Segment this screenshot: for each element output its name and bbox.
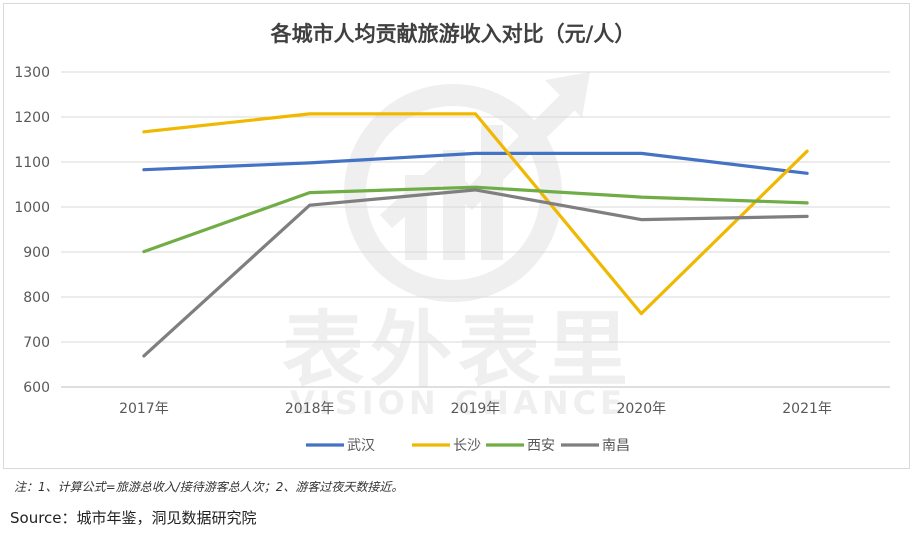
- legend: 武汉 长沙 西安 南昌: [306, 438, 630, 454]
- chart-title: 各城市人均贡献旅游收入对比（元/人）: [270, 22, 636, 46]
- x-tick-label: 2018年: [285, 401, 335, 417]
- y-axis-ticks: 600 700 800 900 1000 1100 1200 1300: [14, 65, 50, 396]
- legend-label: 西安: [527, 438, 555, 454]
- x-tick-label: 2017年: [119, 401, 169, 417]
- series-line-2: [142, 112, 809, 316]
- y-tick-label: 900: [23, 245, 50, 261]
- x-tick-label: 2021年: [782, 401, 832, 417]
- series-line-1: [142, 151, 809, 175]
- x-axis-ticks: 2017年 2018年 2019年 2020年 2021年: [119, 401, 832, 417]
- legend-label: 武汉: [347, 438, 375, 454]
- watermark: 表外表里 VISION CHANCE: [282, 72, 634, 422]
- legend-label: 长沙: [453, 438, 481, 454]
- watermark-sub-text: VISION CHANCE: [290, 384, 626, 422]
- line-chart: 表外表里 VISION CHANCE 各城市人均贡献旅游收入对比（元/人） 60…: [14, 22, 890, 454]
- series-lines: [142, 112, 809, 358]
- y-tick-label: 800: [23, 290, 50, 306]
- x-tick-label: 2019年: [451, 401, 501, 417]
- y-tick-label: 1100: [14, 155, 50, 171]
- y-tick-label: 700: [23, 335, 50, 351]
- x-tick-label: 2020年: [616, 401, 666, 417]
- y-tick-label: 1000: [14, 200, 50, 216]
- source-text: Source：城市年鉴，洞见数据研究院: [10, 509, 257, 527]
- y-tick-label: 1300: [14, 65, 50, 81]
- watermark-main-text: 表外表里: [282, 303, 634, 398]
- series-line-3: [142, 185, 809, 254]
- y-tick-label: 1200: [14, 110, 50, 126]
- y-tick-label: 600: [23, 380, 50, 396]
- chart-frame: [3, 3, 910, 469]
- footnote: 注：1、计算公式=旅游总收入/接待游客总人次；2、游客过夜天数接近。: [14, 480, 404, 494]
- legend-label: 南昌: [602, 438, 630, 454]
- series-line-4: [142, 188, 809, 358]
